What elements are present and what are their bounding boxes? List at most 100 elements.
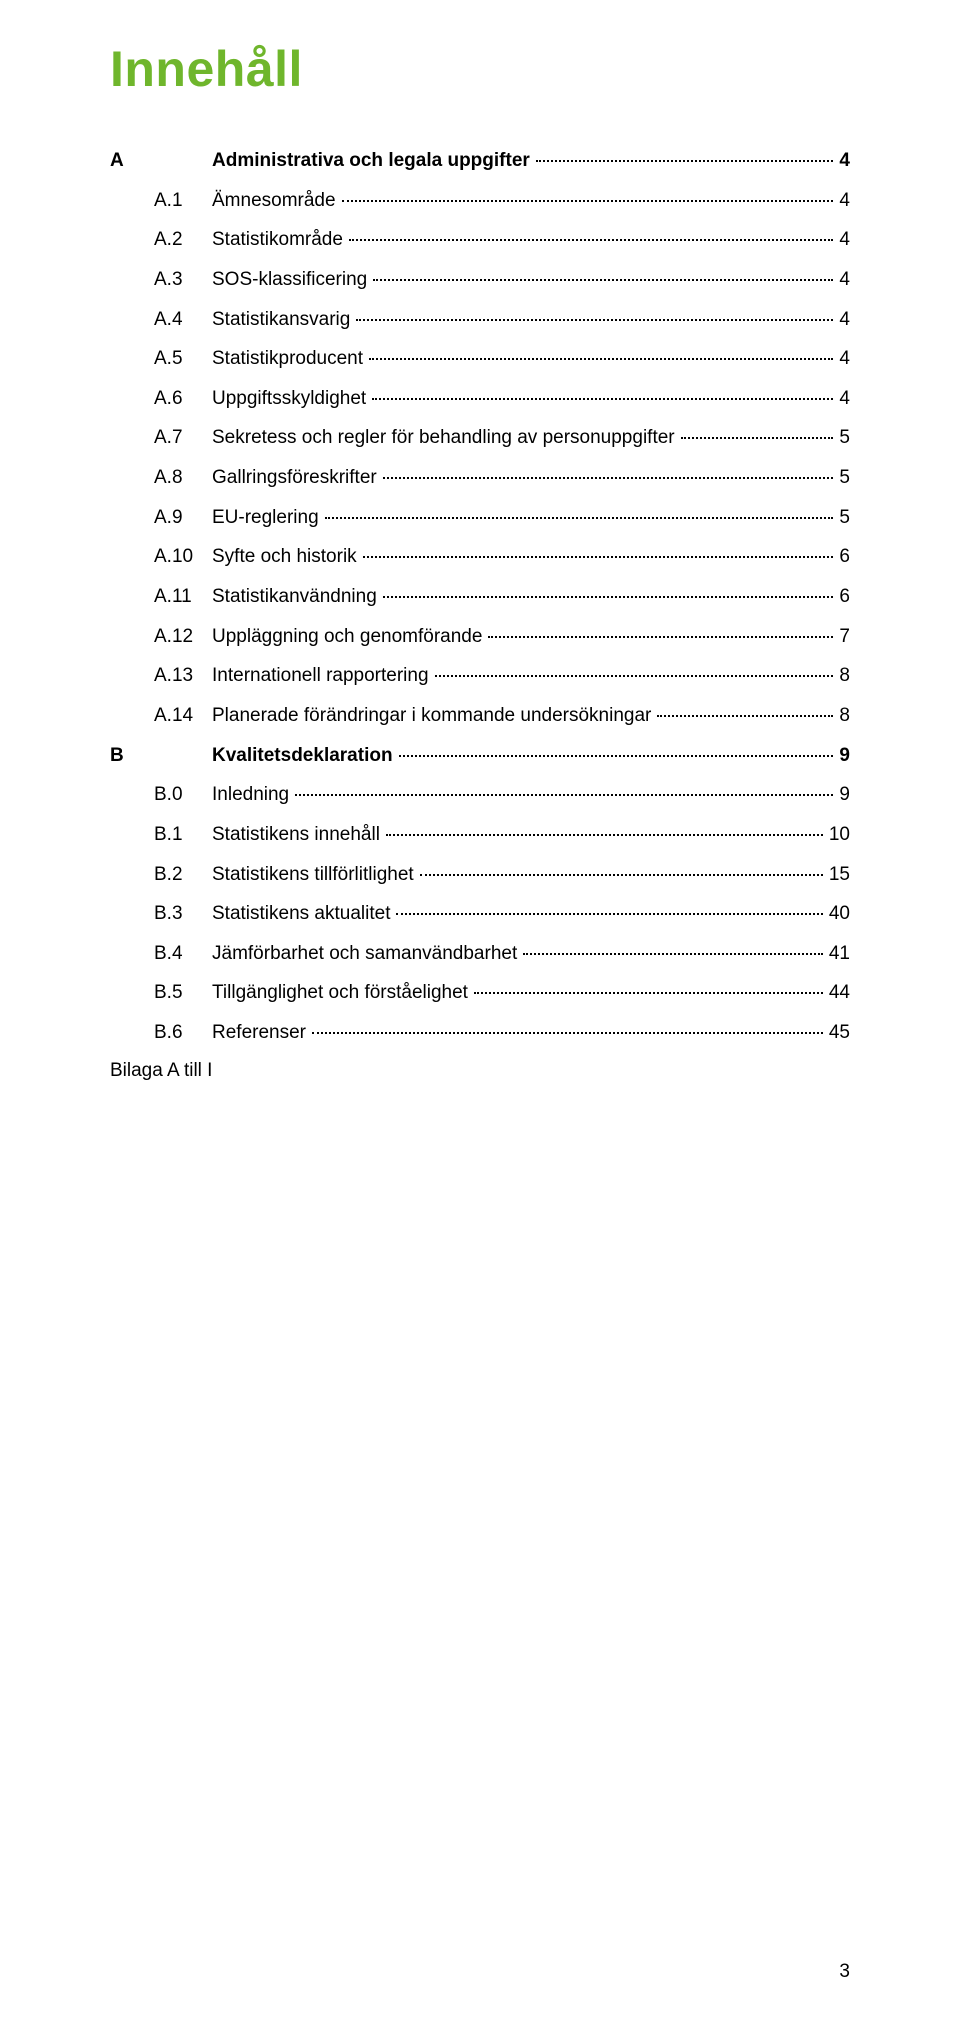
toc-item-label: Administrativa och legala uppgifter: [212, 148, 534, 174]
toc-leader-dots: [363, 556, 834, 558]
toc-item-page: 40: [825, 901, 850, 927]
toc-item-number: A.4: [154, 307, 212, 333]
toc-row: A.14Planerade förändringar i kommande un…: [110, 703, 850, 729]
toc-item-page: 7: [835, 624, 850, 650]
toc-row: A.8Gallringsföreskrifter5: [110, 465, 850, 491]
toc-row: A.4Statistikansvarig 4: [110, 307, 850, 333]
toc-item-page: 8: [835, 663, 850, 689]
toc-leader-dots: [295, 794, 833, 796]
toc-item-number: B.2: [154, 862, 212, 888]
toc-item-label: Statistikens aktualitet: [212, 901, 394, 927]
toc-item-page: 4: [835, 188, 850, 214]
toc-item-label: Statistikproducent: [212, 346, 367, 372]
toc-item-label: Uppgiftsskyldighet: [212, 386, 370, 412]
toc-item-page: 4: [835, 386, 850, 412]
table-of-contents: AAdministrativa och legala uppgifter4A.1…: [110, 148, 850, 1046]
toc-leader-dots: [523, 953, 823, 955]
toc-item-label: Syfte och historik: [212, 544, 361, 570]
toc-row: B.6Referenser45: [110, 1020, 850, 1046]
toc-item-number: B.5: [154, 980, 212, 1006]
toc-row: A.1Ämnesområde 4: [110, 188, 850, 214]
toc-leader-dots: [474, 992, 823, 994]
toc-item-page: 6: [835, 544, 850, 570]
toc-item-number: A.1: [154, 188, 212, 214]
toc-leader-dots: [657, 715, 833, 717]
toc-item-label: Planerade förändringar i kommande unders…: [212, 703, 655, 729]
toc-item-label: Inledning: [212, 782, 293, 808]
toc-item-page: 15: [825, 862, 850, 888]
toc-row: B.5Tillgänglighet och förståelighet44: [110, 980, 850, 1006]
toc-item-label: Statistikområde: [212, 227, 347, 253]
toc-row: A.6Uppgiftsskyldighet 4: [110, 386, 850, 412]
toc-row: B.2Statistikens tillförlitlighet 15: [110, 862, 850, 888]
toc-row: A.5Statistikproducent 4: [110, 346, 850, 372]
toc-row: A.2Statistikområde 4: [110, 227, 850, 253]
toc-item-number: A.2: [154, 227, 212, 253]
toc-item-label: Tillgänglighet och förståelighet: [212, 980, 472, 1006]
toc-item-number: A.13: [154, 663, 212, 689]
toc-item-label: Sekretess och regler för behandling av p…: [212, 425, 679, 451]
toc-item-number: B.3: [154, 901, 212, 927]
toc-leader-dots: [356, 319, 833, 321]
toc-leader-dots: [369, 358, 833, 360]
toc-section-letter: B: [110, 743, 154, 769]
toc-item-page: 4: [835, 307, 850, 333]
toc-item-page: 10: [825, 822, 850, 848]
toc-leader-dots: [435, 675, 834, 677]
toc-item-page: 6: [835, 584, 850, 610]
toc-item-label: Statistikens tillförlitlighet: [212, 862, 418, 888]
toc-item-number: A.3: [154, 267, 212, 293]
toc-item-number: A.6: [154, 386, 212, 412]
toc-item-page: 45: [825, 1020, 850, 1046]
toc-item-number: A.10: [154, 544, 212, 570]
toc-item-number: A.9: [154, 505, 212, 531]
toc-item-label: Statistikens innehåll: [212, 822, 384, 848]
toc-item-label: Referenser: [212, 1020, 310, 1046]
toc-item-label: Gallringsföreskrifter: [212, 465, 381, 491]
toc-item-page: 41: [825, 941, 850, 967]
toc-item-number: B.1: [154, 822, 212, 848]
toc-item-number: A.7: [154, 425, 212, 451]
toc-item-page: 5: [835, 505, 850, 531]
toc-leader-dots: [383, 596, 834, 598]
toc-leader-dots: [325, 517, 834, 519]
appendix-label: Bilaga A till I: [110, 1060, 850, 1082]
toc-row: A.9EU-reglering 5: [110, 505, 850, 531]
toc-leader-dots: [372, 398, 833, 400]
toc-item-label: Ämnesområde: [212, 188, 340, 214]
toc-leader-dots: [373, 279, 833, 281]
toc-item-page: 4: [835, 227, 850, 253]
toc-item-number: A.12: [154, 624, 212, 650]
toc-row: A.3SOS-klassificering4: [110, 267, 850, 293]
toc-item-number: B.4: [154, 941, 212, 967]
toc-row: A.10Syfte och historik 6: [110, 544, 850, 570]
page-title: Innehåll: [110, 40, 850, 98]
toc-item-label: Internationell rapportering: [212, 663, 433, 689]
toc-item-label: Uppläggning och genomförande: [212, 624, 486, 650]
toc-item-label: Kvalitetsdeklaration: [212, 743, 397, 769]
toc-item-number: A.14: [154, 703, 212, 729]
document-page: Innehåll A Administrativa och legala uppg…: [0, 0, 960, 2021]
toc-row: B.4Jämförbarhet och samanvändbarhet 41: [110, 941, 850, 967]
toc-item-label: Statistikansvarig: [212, 307, 354, 333]
toc-leader-dots: [383, 477, 834, 479]
toc-item-label: Statistikanvändning: [212, 584, 381, 610]
toc-row: A.7Sekretess och regler för behandling a…: [110, 425, 850, 451]
page-number: 3: [839, 1961, 850, 1983]
toc-row: BKvalitetsdeklaration9: [110, 743, 850, 769]
toc-row: A.11Statistikanvändning 6: [110, 584, 850, 610]
toc-leader-dots: [396, 913, 822, 915]
toc-item-number: A.11: [154, 584, 212, 610]
toc-row: B.1Statistikens innehåll 10: [110, 822, 850, 848]
toc-item-label: Jämförbarhet och samanvändbarhet: [212, 941, 521, 967]
toc-item-number: A.5: [154, 346, 212, 372]
toc-section-letter: A: [110, 148, 154, 174]
toc-row: B.3Statistikens aktualitet 40: [110, 901, 850, 927]
toc-item-page: 4: [835, 346, 850, 372]
toc-leader-dots: [386, 834, 823, 836]
toc-row: A.12Uppläggning och genomförande 7: [110, 624, 850, 650]
toc-row: AAdministrativa och legala uppgifter4: [110, 148, 850, 174]
toc-leader-dots: [488, 636, 833, 638]
toc-item-label: EU-reglering: [212, 505, 323, 531]
toc-row: A.13Internationell rapportering 8: [110, 663, 850, 689]
